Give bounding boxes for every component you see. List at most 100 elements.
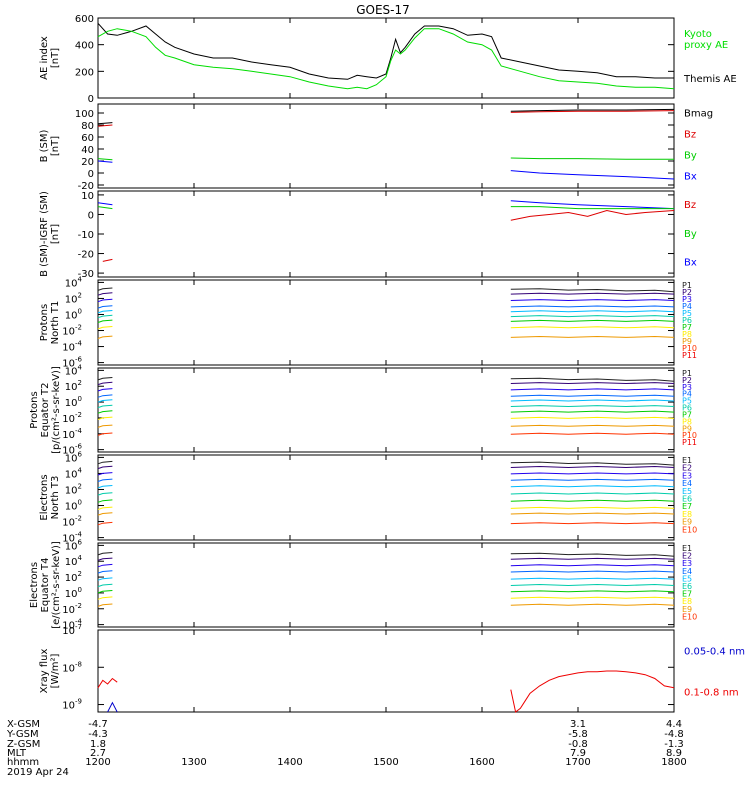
y-axis-label: North T3 [50,476,61,520]
y-tick-label: 10-8 [62,660,82,674]
channel-P2 [510,382,675,385]
channel-label: P2 [682,288,692,297]
y-tick-label: -30 [78,269,94,280]
ephemeris-value: 7.9 [570,748,586,759]
channel-label: P9 [682,337,692,346]
ephemeris-value: 8.9 [666,748,682,759]
series-bz [102,258,113,262]
y-axis-label: [nT] [50,136,61,156]
y-tick-label: 100 [65,395,82,409]
panel-frame [97,629,675,713]
channel-E10 [510,522,675,525]
y-axis-label: [nT] [50,48,61,68]
y-tick-label: 200 [75,67,94,78]
legend-bx: Bx [684,172,697,183]
channel-E4 [510,570,675,573]
channel-label: E7 [682,502,692,511]
y-tick-label: -10 [78,230,94,241]
channel-E9 [97,512,113,516]
channel-label: E2 [682,552,692,561]
channel-P5 [97,399,113,403]
channel-E2 [510,465,675,469]
channel-E8 [97,506,113,510]
y-axis-label: [p/(cm²-s-sr-keV)] [51,366,62,454]
channel-E9 [510,603,675,606]
channel-E6 [97,492,113,496]
ephemeris-value: 1500 [373,757,398,768]
channel-E10 [97,521,113,526]
channel-P7 [97,410,113,414]
series-by [97,158,113,161]
y-axis-label: Equator T4 [40,558,51,613]
y-axis-label: [e/(cm²-s-sr-keV)] [51,541,62,629]
date-label: 2019 Apr 24 [7,767,69,778]
series-0.1-0.8-nm [510,670,675,713]
y-tick-label: 100 [65,307,82,321]
ephemeris-value: 1300 [181,757,206,768]
ephemeris-value: 2.7 [90,748,106,759]
series-kyoto-proxy-ae [97,28,675,90]
series-bz [97,124,113,127]
channel-label: P4 [682,390,692,399]
channel-E9 [97,603,113,607]
ephemeris-value: -4.7 [88,719,108,730]
legend-bz: Bz [684,130,696,141]
y-tick-label: 104 [65,466,83,480]
channel-P3 [510,299,675,302]
y-tick-label: 100 [75,109,94,120]
y-tick-label: 100 [65,586,82,600]
series-0.1-0.8-nm [97,677,118,689]
channel-E8 [97,596,113,600]
ephemeris-value: -5.8 [568,729,588,740]
channel-P3 [510,388,675,391]
channel-label: E5 [682,487,692,496]
channel-label: E10 [682,525,697,534]
y-axis-label: [W/m²] [50,653,61,688]
y-tick-label: 106 [65,450,83,464]
channel-E5 [510,577,675,580]
channel-P1 [510,288,675,293]
legend-0.05-0.4-nm: 0.05-0.4 nm [684,647,745,658]
channel-P8 [97,326,113,330]
legend-by: By [684,151,697,162]
channel-label: P5 [682,309,692,318]
panel-bigrf: -30 -20 -10 0 10 B (SM)-IGRF (SM) [nT] Bz By Bx [39,190,697,280]
y-tick-label: 10-4 [62,427,82,441]
channel-E2 [97,465,113,470]
channel-E1 [510,461,675,466]
channel-E5 [510,485,675,488]
channel-P8 [510,416,675,419]
y-tick-label: 10-9 [62,698,82,712]
channel-P1 [97,287,113,291]
y-tick-label: 10-2 [62,602,82,616]
channel-label: E3 [682,559,692,568]
channel-label: P5 [682,397,692,406]
panel-frame [97,279,675,366]
ephemeris-value: 1200 [85,757,110,768]
ephemeris-value: 4.4 [666,719,682,730]
panel-xray: 10-7 10-8 10-9 Xray flux [W/m²] 0.05-0.4 nm 0.… [39,623,745,713]
legend-kyoto-proxy-ae: proxy AE [684,40,728,51]
channel-E7 [510,590,675,593]
channel-P7 [97,319,113,323]
channel-label: E1 [682,544,692,553]
channel-P4 [510,394,675,397]
y-axis-label: B (SM) [39,129,50,162]
channel-E5 [97,577,113,581]
channel-label: E6 [682,495,692,504]
series-themis-ae [97,22,674,80]
y-tick-label: 600 [75,14,94,25]
y-tick-label: 10-7 [62,623,82,637]
channel-label: P3 [682,383,692,392]
y-axis-label: North T1 [50,301,61,345]
channel-E3 [510,564,675,567]
ephemeris-value: -0.8 [568,739,588,750]
channel-P3 [97,388,113,392]
channel-E2 [97,557,113,561]
